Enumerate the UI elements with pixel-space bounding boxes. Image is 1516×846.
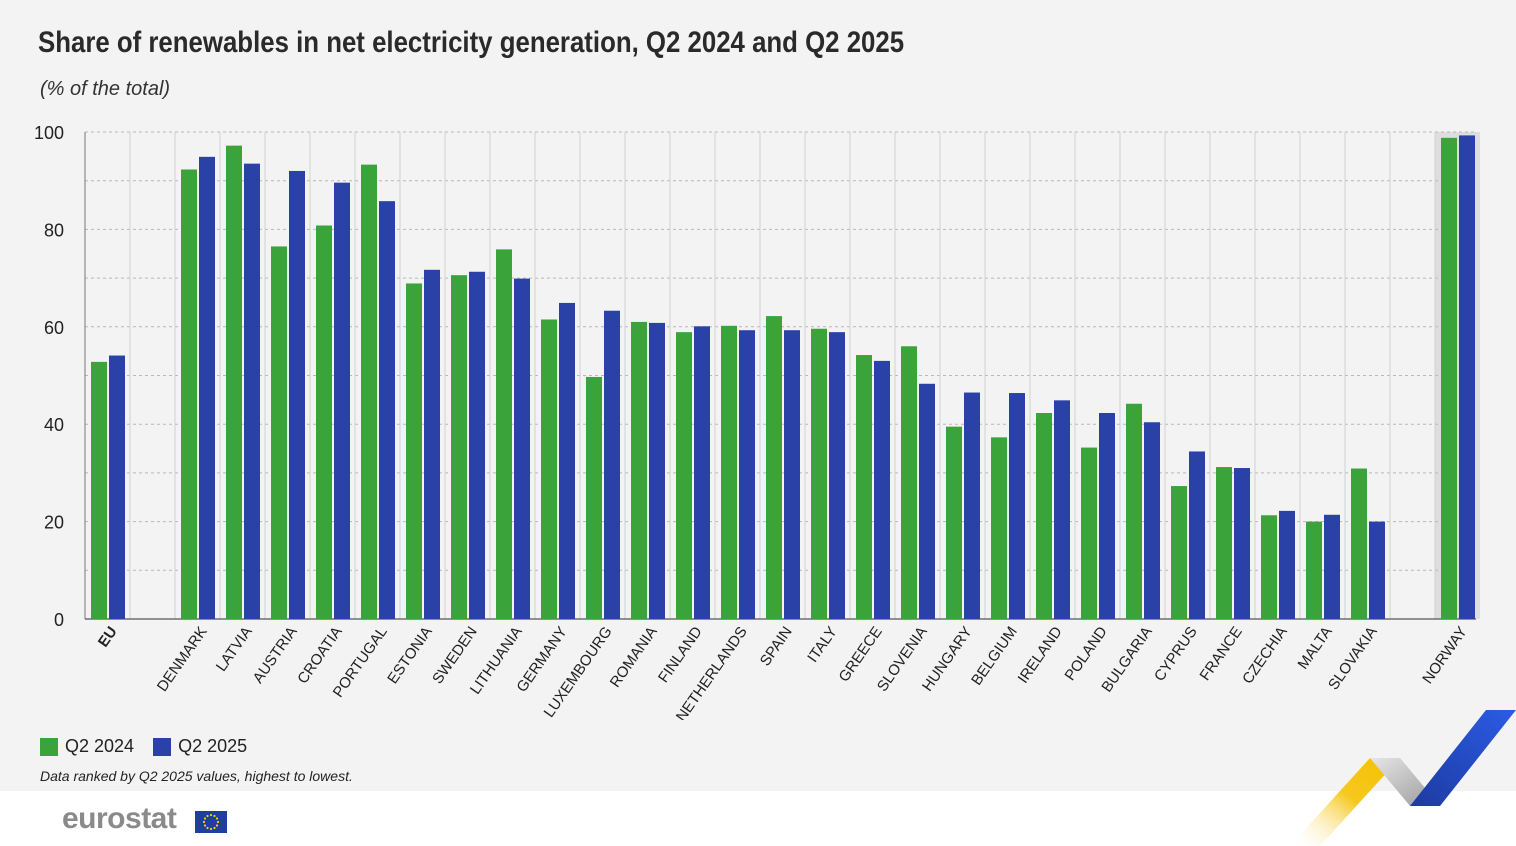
bar-q2-2024: [496, 249, 512, 619]
bar-q2-2025: [1054, 400, 1070, 619]
bar-q2-2024: [946, 426, 962, 619]
footer-bar: [0, 791, 1516, 846]
x-tick-label: CYPRUS: [1151, 624, 1201, 685]
x-tick-label: SPAIN: [757, 624, 796, 670]
bar-q2-2024: [1216, 467, 1232, 619]
bar-q2-2024: [1351, 468, 1367, 619]
bar-q2-2024: [181, 169, 197, 619]
eurostat-logo: eurostat: [62, 802, 177, 835]
bar-q2-2024: [1441, 137, 1457, 619]
x-tick-label: DENMARK: [154, 624, 211, 695]
bar-q2-2024: [541, 319, 557, 619]
x-tick-label: ITALY: [804, 624, 841, 666]
legend-item-q2-2025: Q2 2025: [153, 736, 247, 757]
bar-q2-2025: [919, 383, 935, 619]
bar-q2-2025: [1324, 514, 1340, 619]
chart-subtitle: (% of the total): [40, 78, 171, 100]
bar-q2-2025: [559, 302, 575, 619]
bar-q2-2024: [631, 321, 647, 619]
bar-q2-2024: [586, 376, 602, 619]
x-tick-label: BELGIUM: [968, 624, 1021, 689]
x-tick-label: GREECE: [836, 624, 886, 686]
bar-q2-2024: [991, 437, 1007, 619]
bar-q2-2024: [361, 164, 377, 619]
bar-q2-2024: [901, 346, 917, 619]
bar-q2-2025: [469, 271, 485, 619]
bar-q2-2025: [514, 278, 530, 619]
bar-q2-2024: [856, 355, 872, 619]
bar-q2-2025: [649, 322, 665, 619]
bar-q2-2024: [1261, 515, 1277, 619]
bar-q2-2025: [379, 201, 395, 620]
y-tick-label: 100: [34, 123, 64, 143]
x-tick-label: CZECHIA: [1239, 624, 1291, 688]
y-tick-label: 60: [44, 318, 64, 338]
bar-q2-2024: [1306, 521, 1322, 619]
bar-q2-2024: [766, 316, 782, 619]
bar-q2-2025: [199, 156, 215, 619]
legend-swatch-q2-2025: [153, 737, 172, 756]
x-tick-label: EU: [95, 624, 121, 651]
bar-q2-2024: [1081, 447, 1097, 619]
bar-q2-2024: [1036, 412, 1052, 619]
bar-q2-2025: [739, 330, 755, 619]
x-tick-label: NORWAY: [1419, 624, 1471, 687]
x-tick-label: POLAND: [1061, 623, 1110, 683]
bar-q2-2025: [109, 355, 125, 619]
bar-q2-2024: [226, 145, 242, 620]
x-tick-label: FRANCE: [1196, 624, 1245, 684]
decorative-chevron-graphic: [1290, 710, 1516, 846]
bar-q2-2025: [1189, 451, 1205, 619]
bar-q2-2024: [316, 225, 332, 619]
bar-q2-2024: [1126, 403, 1142, 619]
y-tick-label: 0: [54, 610, 64, 630]
bar-q2-2025: [1279, 510, 1295, 619]
bar-q2-2025: [1234, 468, 1250, 619]
x-tick-label: AUSTRIA: [250, 624, 301, 687]
bar-q2-2025: [694, 326, 710, 619]
bar-q2-2025: [874, 360, 890, 619]
bar-q2-2024: [406, 283, 422, 619]
bar-q2-2025: [1099, 412, 1115, 619]
bar-q2-2025: [829, 332, 845, 619]
eu-flag-icon: [195, 811, 227, 833]
y-tick-label: 20: [44, 513, 64, 533]
bar-q2-2025: [334, 182, 350, 619]
y-tick-label: 80: [44, 220, 64, 240]
chart-title: Share of renewables in net electricity g…: [38, 26, 905, 59]
bar-q2-2025: [244, 163, 260, 619]
y-tick-label: 40: [44, 415, 64, 435]
bar-q2-2024: [91, 361, 107, 619]
bar-q2-2024: [271, 246, 287, 619]
x-tick-label: IRELAND: [1015, 623, 1066, 686]
bar-q2-2024: [811, 328, 827, 619]
bar-q2-2024: [1171, 486, 1187, 619]
bar-q2-2025: [1009, 393, 1025, 619]
bar-q2-2025: [784, 330, 800, 619]
bar-q2-2025: [964, 392, 980, 619]
legend-label-q2-2025: Q2 2025: [178, 736, 248, 756]
bar-q2-2025: [604, 310, 620, 619]
bar-q2-2024: [676, 332, 692, 619]
ranking-note: Data ranked by Q2 2025 values, highest t…: [40, 768, 353, 784]
legend-item-q2-2024: Q2 2024: [40, 736, 134, 757]
bar-q2-2025: [1459, 135, 1475, 619]
legend-swatch-q2-2024: [40, 737, 58, 756]
x-tick-label: MALTA: [1294, 624, 1335, 673]
bar-q2-2025: [1144, 422, 1160, 619]
x-tick-label: FINLAND: [655, 623, 706, 685]
bar-q2-2025: [289, 170, 305, 619]
x-tick-label: LATVIA: [213, 624, 256, 675]
bar-q2-2024: [721, 325, 737, 619]
legend: Q2 2024 Q2 2025: [40, 736, 261, 761]
bar-q2-2025: [424, 269, 440, 619]
legend-label-q2-2024: Q2 2024: [65, 736, 135, 756]
bar-q2-2025: [1369, 521, 1385, 619]
bar-q2-2024: [451, 275, 467, 619]
